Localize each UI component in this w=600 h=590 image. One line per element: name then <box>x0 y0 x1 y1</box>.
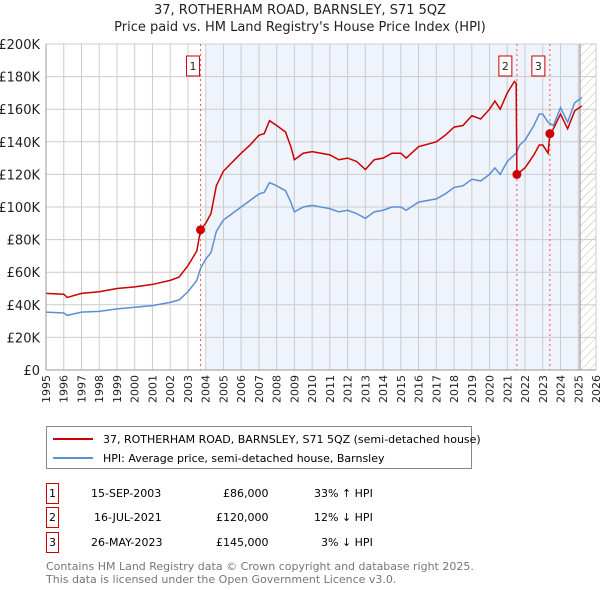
x-tick-label: 2018 <box>448 375 461 403</box>
x-tick-label: 2019 <box>466 375 479 403</box>
x-tick-label: 2005 <box>217 375 230 403</box>
sale-date: 26-MAY-2023 <box>91 536 163 549</box>
x-tick-label: 2024 <box>555 375 568 403</box>
sale-date: 16-JUL-2021 <box>94 511 162 524</box>
annotation-box <box>186 55 201 77</box>
y-tick-label: £20K <box>7 331 41 346</box>
y-tick-label: £40K <box>7 299 41 314</box>
x-tick-label: 1999 <box>111 375 124 403</box>
chart-subtitle: Price paid vs. HM Land Registry's House … <box>114 20 486 35</box>
x-tick-label: 2020 <box>484 375 497 403</box>
x-tick-label: 2013 <box>359 375 372 403</box>
x-tick-label: 2011 <box>324 375 337 403</box>
series-line <box>45 97 583 317</box>
x-tick-label: 1998 <box>93 375 106 403</box>
x-tick-label: 1997 <box>75 375 88 403</box>
y-tick-label: £100K <box>0 201 40 216</box>
y-tick-label: £180K <box>0 71 40 86</box>
legend: 37, ROTHERHAM ROAD, BARNSLEY, S71 5QZ (s… <box>46 426 481 469</box>
x-tick-label: 2004 <box>200 375 213 403</box>
sale-row: 2 16-JUL-2021 £120,000 12% ↓ HPI <box>46 507 546 529</box>
footer-line-2: This data is licensed under the Open Gov… <box>46 573 397 586</box>
x-tick-label: 2014 <box>377 375 390 403</box>
sale-price: £120,000 <box>216 511 269 524</box>
x-tick-label: 2009 <box>288 375 301 403</box>
y-tick-label: £80K <box>7 234 41 249</box>
y-tick-label: £0 <box>23 364 40 379</box>
x-tick-label: 2016 <box>413 375 426 403</box>
sale-price: £145,000 <box>216 536 269 549</box>
sale-point <box>512 169 522 179</box>
y-tick-label: £200K <box>0 38 40 53</box>
footer-line-1: Contains HM Land Registry data © Crown c… <box>46 560 474 573</box>
x-tick-label: 2003 <box>182 375 195 403</box>
sale-hpi-diff: 12% ↓ HPI <box>314 511 373 524</box>
x-tick-label: 1996 <box>58 375 71 403</box>
x-tick-label: 2017 <box>430 375 443 403</box>
x-tick-label: 1995 <box>40 375 53 403</box>
legend-item-property: 37, ROTHERHAM ROAD, BARNSLEY, S71 5QZ (s… <box>53 431 481 447</box>
legend-label: HPI: Average price, semi-detached house,… <box>103 451 385 465</box>
annotation-label: 1 <box>190 60 197 73</box>
annotation-label: 3 <box>535 60 542 73</box>
sale-number-badge: 2 <box>46 507 59 528</box>
x-tick-label: 2026 <box>590 375 600 403</box>
y-tick-label: £60K <box>7 266 41 281</box>
annotation-label: 2 <box>502 60 509 73</box>
x-tick-label: 2015 <box>395 375 408 403</box>
sale-date: 15-SEP-2003 <box>91 487 162 500</box>
series-line <box>45 80 583 299</box>
legend-label: 37, ROTHERHAM ROAD, BARNSLEY, S71 5QZ (s… <box>103 432 481 446</box>
price-chart: 1995 1996 1997 1998 1999 2000 2001 2002 2003 2004… <box>0 38 600 403</box>
legend-swatch-blue <box>53 457 93 459</box>
y-tick-label: £140K <box>0 136 40 151</box>
sale-number-badge: 3 <box>46 532 59 553</box>
x-tick-label: 2000 <box>129 375 142 403</box>
chart-title: 37, ROTHERHAM ROAD, BARNSLEY, S71 5QZ <box>153 3 447 18</box>
x-tick-label: 2022 <box>519 375 532 403</box>
legend-swatch-red <box>53 438 93 440</box>
sale-hpi-diff: 33% ↑ HPI <box>314 487 373 500</box>
sale-price: £86,000 <box>223 487 269 500</box>
x-tick-label: 2025 <box>572 375 585 403</box>
x-tick-label: 2021 <box>501 375 514 403</box>
y-tick-label: £120K <box>0 168 40 183</box>
x-tick-label: 2012 <box>342 375 355 403</box>
sale-point <box>196 225 206 235</box>
sale-hpi-diff: 3% ↓ HPI <box>321 536 373 549</box>
sale-number-badge: 1 <box>46 483 59 504</box>
sale-row: 1 15-SEP-2003 £86,000 33% ↑ HPI <box>46 483 546 505</box>
x-tick-label: 2008 <box>271 375 284 403</box>
x-tick-label: 2010 <box>306 375 319 403</box>
x-tick-label: 2006 <box>235 375 248 403</box>
x-tick-label: 2001 <box>146 375 159 403</box>
x-tick-label: 2023 <box>537 375 550 403</box>
sale-row: 3 26-MAY-2023 £145,000 3% ↓ HPI <box>46 532 546 554</box>
legend-item-hpi: HPI: Average price, semi-detached house,… <box>53 450 385 466</box>
annotation-box <box>498 55 513 77</box>
x-tick-label: 2002 <box>164 375 177 403</box>
annotation-box <box>531 55 546 77</box>
y-tick-label: £160K <box>0 103 40 118</box>
x-tick-label: 2007 <box>253 375 266 403</box>
sale-point <box>545 129 555 139</box>
